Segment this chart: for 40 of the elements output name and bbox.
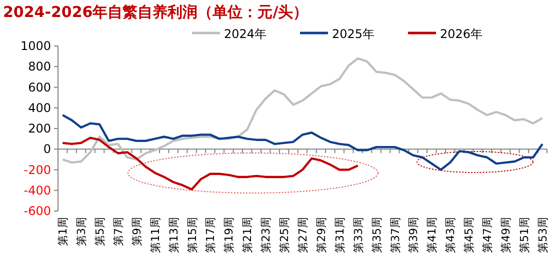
y-tick-label: 400	[28, 100, 51, 115]
x-tick-label: 第47周	[481, 217, 494, 253]
legend-label: 2024年	[224, 27, 267, 41]
x-tick-label: 第5周	[94, 217, 107, 246]
x-tick-label: 第25周	[278, 217, 292, 253]
x-tick-label: 第19周	[222, 217, 236, 253]
x-tick-label: 第27周	[296, 217, 310, 253]
x-tick-label: 第35周	[370, 217, 384, 253]
x-tick-label: 第37周	[388, 217, 402, 253]
x-tick-label: 第51周	[518, 217, 531, 253]
x-tick-label: 第21周	[241, 217, 254, 253]
x-tick-label: 第23周	[260, 217, 273, 253]
y-tick-label: 0	[43, 142, 51, 156]
x-tick-label: 第3周	[75, 217, 88, 246]
y-tick-label: 1000	[20, 39, 51, 53]
x-tick-label: 第11周	[148, 217, 162, 253]
y-tick-label: 200	[28, 122, 51, 136]
x-tick-label: 第1周	[56, 217, 70, 246]
x-tick-label: 第43周	[444, 217, 458, 253]
x-tick-label: 第15周	[186, 217, 199, 253]
title: 2024-2026年自繁自养利润（单位：元/头）	[3, 3, 308, 21]
x-tick-label: 第17周	[204, 217, 218, 253]
x-tick-label: 第41周	[426, 217, 439, 253]
y-tick-label: 800	[28, 60, 51, 74]
x-tick-label: 第29周	[314, 217, 328, 253]
x-tick-label: 第49周	[499, 217, 512, 253]
y-tick-label: -400	[24, 183, 51, 198]
x-tick-label: 第7周	[112, 217, 125, 246]
y-tick-label: -200	[24, 162, 51, 177]
x-tick-label: 第45周	[462, 217, 476, 253]
x-tick-label: 第33周	[352, 217, 365, 253]
y-tick-label: 600	[28, 80, 51, 94]
x-tick-label: 第53周	[536, 217, 550, 253]
x-tick-label: 第13周	[167, 217, 180, 253]
x-tick-label: 第31周	[333, 217, 346, 253]
legend-label: 2026年	[440, 27, 483, 41]
legend-label: 2025年	[332, 27, 375, 41]
y-tick-label: -600	[24, 204, 51, 218]
x-tick-label: 第39周	[407, 217, 420, 253]
x-tick-label: 第9周	[130, 217, 144, 246]
